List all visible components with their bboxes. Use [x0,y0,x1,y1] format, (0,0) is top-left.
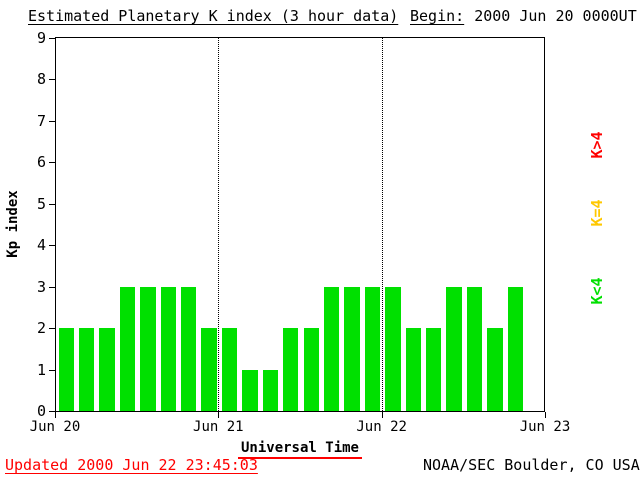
kp-bar [262,369,279,411]
x-tick-label: Jun 22 [356,419,407,435]
x-tick-label: Jun 23 [519,419,571,435]
y-tick-label: 0 [36,402,46,420]
kp-bar [242,369,258,411]
legend-item-K<4: K<4 [588,277,606,305]
begin-value: 2000 Jun 20 0000UT [474,7,637,25]
x-tick-mark [381,412,383,418]
y-tick-mark [49,162,55,164]
kp-bar [58,328,74,411]
y-tick-mark [49,245,55,247]
y-tick-mark [49,120,55,122]
y-tick-mark [49,411,55,412]
kp-bar [323,286,340,411]
kp-bar [487,328,503,411]
kp-bar [160,286,176,411]
y-tick-mark [49,79,55,81]
x-tick-label: Jun 20 [29,419,81,435]
plot-area [55,37,545,412]
y-tick-label: 7 [36,111,46,130]
x-tick-mark [55,412,56,418]
kp-bar [385,286,401,411]
legend-item-K>4: K>4 [588,131,606,159]
y-tick-mark [49,328,55,330]
legend-item-K=4: K=4 [588,199,606,227]
kp-bar [283,328,299,411]
kp-bar [181,286,197,411]
x-axis-label: Universal Time [238,440,362,459]
kp-bar [140,286,156,411]
y-tick-label: 9 [36,29,46,47]
updated-timestamp: Updated 2000 Jun 22 23:45:03 [5,456,258,474]
day-gridline [218,38,220,411]
kp-bar [426,328,442,411]
kp-bar [201,328,217,411]
kp-bar [78,328,95,411]
day-gridline [381,38,383,411]
kp-bar [507,286,524,411]
kp-bar [99,328,115,411]
kp-bar [344,286,360,411]
kp-bar [119,286,136,411]
y-tick-label: 5 [36,194,46,213]
y-tick-mark [49,286,55,288]
kp-bar [364,286,381,411]
y-tick-label: 6 [36,153,46,172]
chart-title: Estimated Planetary K index (3 hour data… [28,7,399,25]
x-tick-mark [218,412,220,418]
begin-label: Begin: [410,7,465,25]
y-tick-mark [49,203,55,205]
y-tick-mark [49,38,55,39]
begin-timestamp: Begin: 2000 Jun 20 0000UT [410,7,637,25]
y-tick-label: 2 [36,319,46,338]
kp-bar [303,328,319,411]
y-tick-mark [49,369,55,371]
y-tick-label: 4 [36,236,46,255]
source-attribution: NOAA/SEC Boulder, CO USA [423,456,640,474]
kp-bar [405,328,421,411]
y-tick-label: 1 [36,360,46,379]
kp-bar [446,286,462,411]
kp-bar [221,328,238,411]
y-tick-label: 8 [36,70,46,89]
x-tick-mark [545,412,546,418]
kp-bar [466,286,483,411]
x-tick-label: Jun 21 [193,419,244,435]
y-tick-label: 3 [36,277,46,296]
